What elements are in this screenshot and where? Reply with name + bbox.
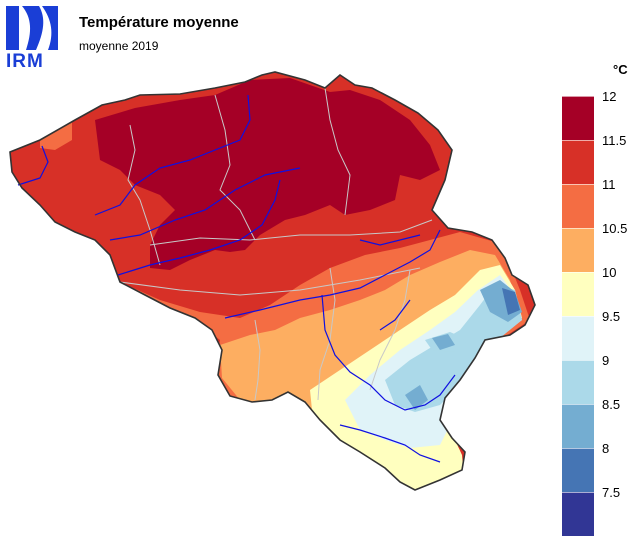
color-legend xyxy=(562,96,594,536)
legend-tick: 11 xyxy=(602,177,616,192)
legend-tick: 11.5 xyxy=(602,133,627,148)
legend-box-8-8.5 xyxy=(562,404,594,448)
irm-logo-icon xyxy=(6,6,58,50)
legend-box-11.5-12 xyxy=(562,96,594,140)
legend-box-10-10.5 xyxy=(562,228,594,272)
zone-8-8.5-c xyxy=(432,334,455,350)
legend-box-7-7.5 xyxy=(562,492,594,536)
legend-tick: 7.5 xyxy=(602,485,621,500)
legend-box-10.5-11 xyxy=(562,184,594,228)
belgium-temperature-map xyxy=(9,71,536,491)
legend-tick: 12 xyxy=(602,89,617,104)
logo-text: IRM xyxy=(6,51,44,72)
legend-tick: 9.5 xyxy=(602,309,621,324)
legend-box-8.5-9 xyxy=(562,360,594,404)
legend-tick: 8.5 xyxy=(602,397,621,412)
zone-10.5-11-coast xyxy=(40,120,72,150)
map-subtitle: moyenne 2019 xyxy=(79,39,159,53)
legend-tick: 10 xyxy=(602,265,617,280)
legend-tick: 10.5 xyxy=(602,221,628,236)
rivers xyxy=(17,94,456,463)
map-title: Température moyenne xyxy=(79,14,239,31)
legend-tick: 9 xyxy=(602,353,610,368)
legend-box-9-9.5 xyxy=(562,316,594,360)
legend-tick: 8 xyxy=(602,441,610,456)
province-borders xyxy=(119,87,433,401)
legend-box-11-11.5 xyxy=(562,140,594,184)
legend-box-7.5-8 xyxy=(562,448,594,492)
zone-8-8.5-b xyxy=(405,385,428,410)
legend-box-9.5-10 xyxy=(562,272,594,316)
legend-unit: °C xyxy=(613,62,628,77)
zone-7.5-8 xyxy=(502,288,520,315)
